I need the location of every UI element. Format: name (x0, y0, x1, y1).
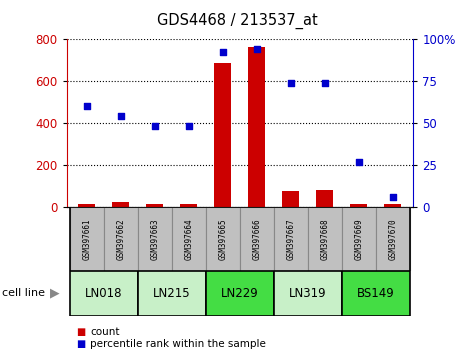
Bar (78, 204, 95, 207)
Bar (104, 207, 138, 271)
Text: ■: ■ (76, 327, 85, 337)
Text: ▶: ▶ (50, 287, 59, 299)
Bar (113, 202, 129, 207)
Text: cell line: cell line (2, 288, 46, 298)
Bar (146, 204, 163, 207)
Bar (316, 190, 333, 207)
Text: GSM397670: GSM397670 (389, 218, 398, 260)
Bar (384, 204, 401, 207)
Bar (240, 207, 274, 271)
Bar (376, 207, 410, 271)
Text: GSM397665: GSM397665 (218, 218, 228, 260)
Bar (206, 207, 240, 271)
Point (117, 114, 125, 119)
Text: percentile rank within the sample: percentile rank within the sample (90, 339, 266, 349)
Text: count: count (90, 327, 120, 337)
Point (83, 103, 91, 109)
Text: LN319: LN319 (289, 287, 327, 300)
Point (219, 50, 227, 55)
Point (151, 124, 159, 129)
Text: LN229: LN229 (221, 287, 259, 300)
Text: GSM397666: GSM397666 (252, 218, 261, 260)
Text: LN018: LN018 (85, 287, 123, 300)
Text: GSM397667: GSM397667 (286, 218, 295, 260)
Text: ■: ■ (76, 339, 85, 349)
Bar (70, 271, 138, 316)
Bar (274, 207, 308, 271)
Point (253, 46, 261, 52)
Point (389, 194, 397, 200)
Point (321, 80, 329, 86)
Bar (248, 47, 266, 207)
Text: GSM397664: GSM397664 (184, 218, 193, 260)
Text: GSM397663: GSM397663 (151, 218, 160, 260)
Text: LN215: LN215 (153, 287, 190, 300)
Bar (342, 207, 376, 271)
Bar (206, 271, 274, 316)
Point (287, 80, 294, 86)
Point (355, 159, 362, 165)
Bar (180, 204, 198, 207)
Text: BS149: BS149 (357, 287, 395, 300)
Bar (351, 204, 367, 207)
Bar (342, 271, 410, 316)
Bar (138, 207, 172, 271)
Text: GSM397661: GSM397661 (82, 218, 91, 260)
Bar (70, 207, 104, 271)
Bar (214, 63, 231, 207)
Bar (274, 271, 342, 316)
Text: GSM397668: GSM397668 (320, 218, 329, 260)
Bar (138, 271, 206, 316)
Bar (282, 191, 299, 207)
Text: GSM397669: GSM397669 (354, 218, 363, 260)
Text: GDS4468 / 213537_at: GDS4468 / 213537_at (157, 12, 318, 29)
Bar (308, 207, 342, 271)
Text: GSM397662: GSM397662 (116, 218, 125, 260)
Bar (172, 207, 206, 271)
Point (185, 124, 193, 129)
